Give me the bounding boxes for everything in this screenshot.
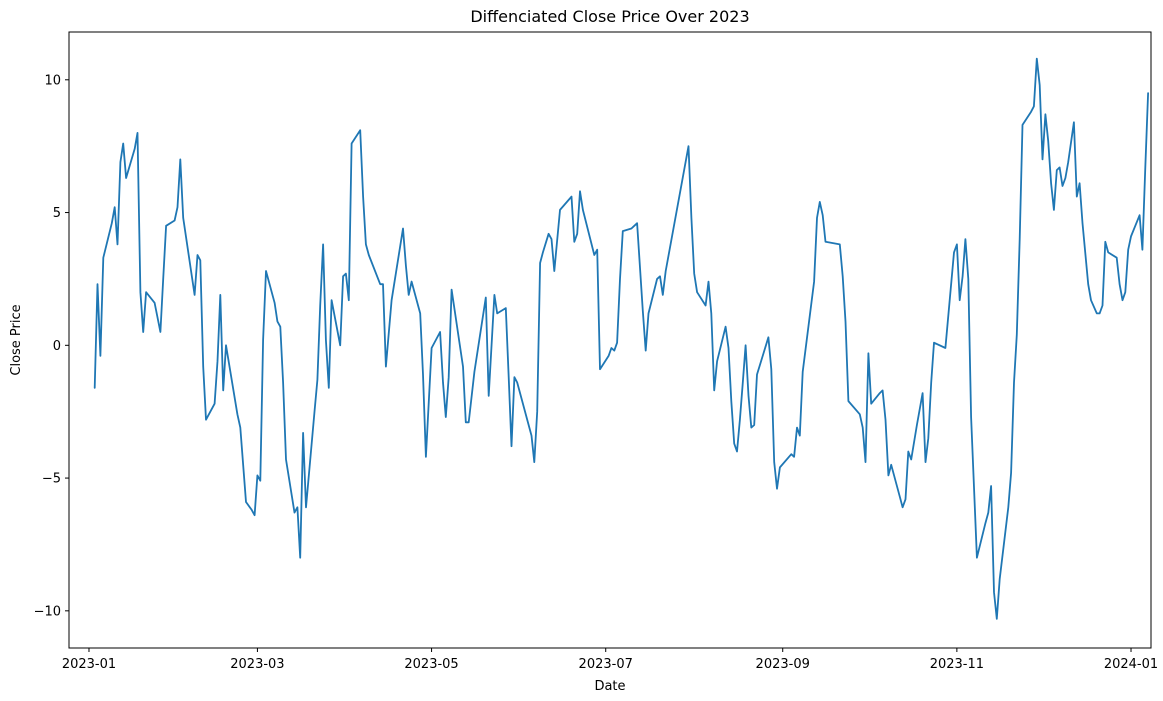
x-axis-label: Date xyxy=(594,679,625,694)
y-tick-label-0: −10 xyxy=(34,604,61,619)
x-tick-label-5: 2023-11 xyxy=(930,657,984,672)
x-tick-label-3: 2023-07 xyxy=(579,657,633,672)
y-axis-label: Close Price xyxy=(9,304,24,375)
y-tick-label-4: 10 xyxy=(44,73,61,88)
chart-title: Diffenciated Close Price Over 2023 xyxy=(470,7,749,26)
y-tick-label-2: 0 xyxy=(53,339,61,354)
x-tick-label-2: 2023-05 xyxy=(404,657,458,672)
x-tick-label-4: 2023-09 xyxy=(756,657,810,672)
x-tick-label-0: 2023-01 xyxy=(62,657,116,672)
x-tick-label-1: 2023-03 xyxy=(230,657,284,672)
plot-area: 2023-01 2023-03 2023-05 2023-07 2023-09 2023-… xyxy=(34,31,1158,672)
y-tick-label-1: −5 xyxy=(42,472,61,487)
series-line-0 xyxy=(93,57,1149,620)
y-tick-label-3: 5 xyxy=(53,206,61,221)
x-tick-label-6: 2024-01 xyxy=(1104,657,1158,672)
axes-frame xyxy=(68,31,1152,649)
